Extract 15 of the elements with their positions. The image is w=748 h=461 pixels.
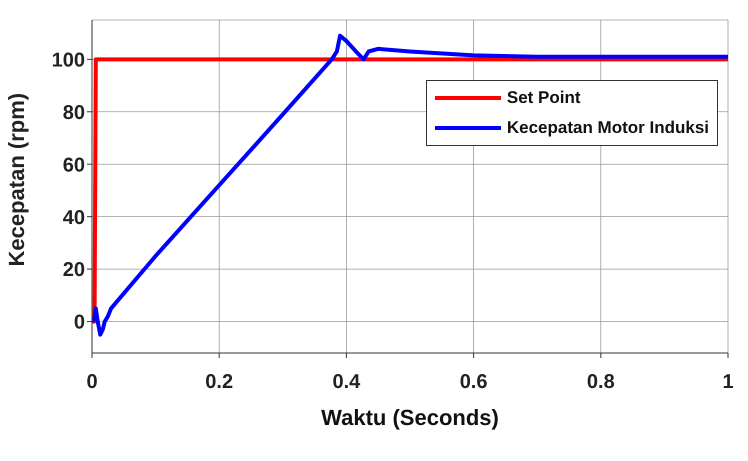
y-axis-title: Kecepatan (rpm) xyxy=(4,92,29,266)
legend-label: Set Point xyxy=(506,87,581,109)
y-tick-label: 20 xyxy=(62,259,85,282)
legend-label: Kecepatan Motor Induksi xyxy=(506,117,709,139)
y-tick-label: 40 xyxy=(62,206,85,229)
x-tick-label: 0.8 xyxy=(586,371,615,394)
y-tick-label: 100 xyxy=(52,49,85,72)
x-tick-label: 0.4 xyxy=(332,371,362,394)
y-tick-label: 80 xyxy=(62,102,85,124)
y-tick-label: 0 xyxy=(74,312,85,334)
x-tick-label: 0.6 xyxy=(460,371,488,394)
x-axis-title: Waktu (Seconds) xyxy=(321,405,499,430)
x-tick-label: 0.2 xyxy=(205,371,234,394)
y-tick-label: 60 xyxy=(62,154,85,176)
x-tick-label: 1 xyxy=(722,371,734,394)
